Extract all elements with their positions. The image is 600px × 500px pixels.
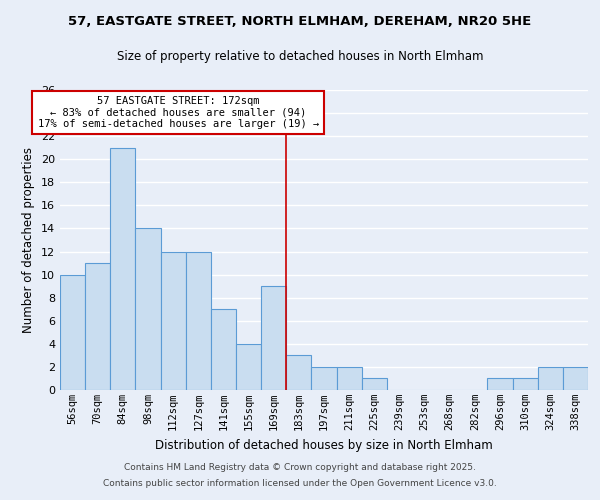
Bar <box>85 263 110 390</box>
Bar <box>311 367 337 390</box>
Text: Contains HM Land Registry data © Crown copyright and database right 2025.: Contains HM Land Registry data © Crown c… <box>124 464 476 472</box>
Text: 57, EASTGATE STREET, NORTH ELMHAM, DEREHAM, NR20 5HE: 57, EASTGATE STREET, NORTH ELMHAM, DEREH… <box>68 15 532 28</box>
X-axis label: Distribution of detached houses by size in North Elmham: Distribution of detached houses by size … <box>155 438 493 452</box>
Bar <box>512 378 538 390</box>
Bar <box>261 286 286 390</box>
Bar <box>236 344 261 390</box>
Bar <box>337 367 362 390</box>
Text: Contains public sector information licensed under the Open Government Licence v3: Contains public sector information licen… <box>103 478 497 488</box>
Bar <box>286 356 311 390</box>
Bar <box>211 309 236 390</box>
Text: 57 EASTGATE STREET: 172sqm
← 83% of detached houses are smaller (94)
17% of semi: 57 EASTGATE STREET: 172sqm ← 83% of deta… <box>38 96 319 129</box>
Bar <box>563 367 588 390</box>
Bar <box>362 378 387 390</box>
Bar <box>60 274 85 390</box>
Bar <box>161 252 186 390</box>
Bar <box>110 148 136 390</box>
Bar <box>538 367 563 390</box>
Bar <box>487 378 512 390</box>
Text: Size of property relative to detached houses in North Elmham: Size of property relative to detached ho… <box>117 50 483 63</box>
Y-axis label: Number of detached properties: Number of detached properties <box>22 147 35 333</box>
Bar <box>136 228 161 390</box>
Bar <box>186 252 211 390</box>
